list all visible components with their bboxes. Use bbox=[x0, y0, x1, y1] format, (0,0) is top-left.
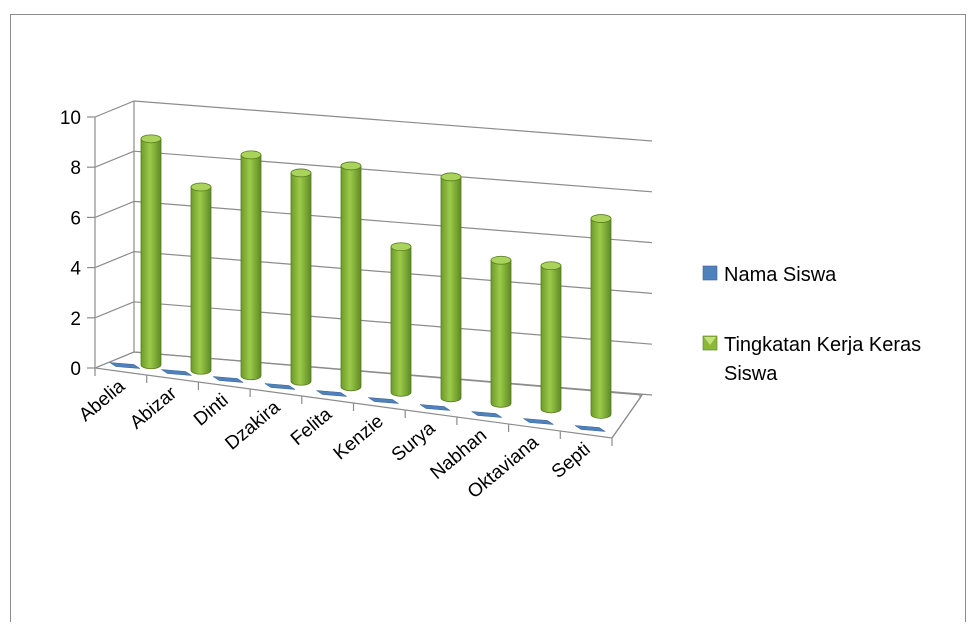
bar-tingkatan-kerja-keras bbox=[340, 161, 362, 392]
x-tick-label: Abelia bbox=[75, 376, 129, 426]
bar-nama-siswa bbox=[316, 390, 347, 397]
bar-body bbox=[290, 172, 312, 386]
bar-nama-siswa bbox=[419, 404, 451, 411]
legend-label: Nama Siswa bbox=[724, 264, 837, 286]
bar-tingkatan-kerja-keras bbox=[590, 214, 612, 419]
gridline bbox=[94, 301, 653, 345]
x-tick-label: Dinti bbox=[190, 390, 233, 431]
y-tick-label: 0 bbox=[70, 359, 81, 380]
bar-body bbox=[590, 218, 612, 419]
bar-top bbox=[240, 150, 262, 160]
bar-nama-siswa bbox=[574, 425, 606, 432]
bar-top bbox=[140, 134, 162, 144]
legend: Nama Siswa Tingkatan Kerja Keras Siswa bbox=[702, 264, 921, 385]
bar-body bbox=[140, 138, 162, 370]
bar-nama-siswa bbox=[213, 376, 244, 383]
bar-top bbox=[190, 182, 212, 192]
y-tick-label: 6 bbox=[70, 208, 81, 229]
y-tick-label: 8 bbox=[70, 158, 81, 179]
bar-tingkatan-kerja-keras bbox=[140, 134, 162, 370]
bar-top bbox=[340, 161, 362, 171]
bar-tingkatan-kerja-keras bbox=[490, 255, 512, 408]
bar-nama-siswa bbox=[471, 411, 502, 418]
bar-top bbox=[390, 242, 412, 252]
y-tick-label: 2 bbox=[70, 309, 81, 330]
bar-top bbox=[440, 172, 462, 182]
x-tick-label: Abizar bbox=[126, 383, 181, 434]
y-axis: 0 2 4 6 8 10 bbox=[60, 108, 96, 380]
chart-marks bbox=[109, 134, 612, 432]
bar-tingkatan-kerja-keras bbox=[190, 182, 212, 375]
bar-body bbox=[540, 265, 562, 414]
chart-walls bbox=[94, 100, 653, 396]
bar-top bbox=[540, 261, 562, 271]
bar-body bbox=[240, 154, 262, 381]
bar-top bbox=[590, 214, 612, 223]
bar-tingkatan-kerja-keras bbox=[390, 242, 412, 397]
chart-frame bbox=[10, 14, 966, 622]
x-tick-label: Surya bbox=[388, 418, 440, 466]
gridline bbox=[94, 250, 653, 294]
legend-swatch-nama-siswa bbox=[702, 265, 718, 281]
bar-nama-siswa bbox=[523, 418, 554, 425]
bar-body bbox=[440, 176, 462, 403]
x-tick-label: Felita bbox=[287, 404, 336, 450]
legend-label: Tingkatan Kerja Keras bbox=[724, 334, 921, 356]
gridline bbox=[94, 200, 653, 244]
bar-tingkatan-kerja-keras bbox=[290, 168, 312, 386]
floor-edge bbox=[611, 397, 641, 439]
bar-top bbox=[290, 168, 312, 178]
x-tick-label: Kenzie bbox=[330, 411, 388, 464]
bar-tingkatan-kerja-keras bbox=[540, 261, 562, 414]
x-tick-label: Septi bbox=[548, 439, 595, 483]
bar-body bbox=[390, 246, 412, 397]
gridline bbox=[94, 100, 653, 142]
y-tick-label: 10 bbox=[60, 108, 81, 129]
bar-nama-siswa bbox=[161, 369, 192, 376]
bar-nama-siswa bbox=[109, 362, 141, 369]
legend-swatch-highlight bbox=[704, 337, 716, 345]
legend-label: Siswa bbox=[724, 363, 778, 385]
bar-top bbox=[490, 255, 512, 265]
bar-tingkatan-kerja-keras bbox=[240, 150, 262, 381]
bar-nama-siswa bbox=[264, 383, 296, 390]
bar-body bbox=[190, 186, 212, 375]
bar-body bbox=[340, 165, 362, 392]
bar-nama-siswa bbox=[368, 397, 399, 404]
bar-body bbox=[490, 259, 512, 408]
gridline bbox=[94, 150, 653, 193]
y-tick-label: 4 bbox=[70, 259, 81, 280]
chart-floor bbox=[92, 351, 644, 439]
bar-tingkatan-kerja-keras bbox=[440, 172, 462, 403]
floor-outline bbox=[92, 351, 644, 439]
